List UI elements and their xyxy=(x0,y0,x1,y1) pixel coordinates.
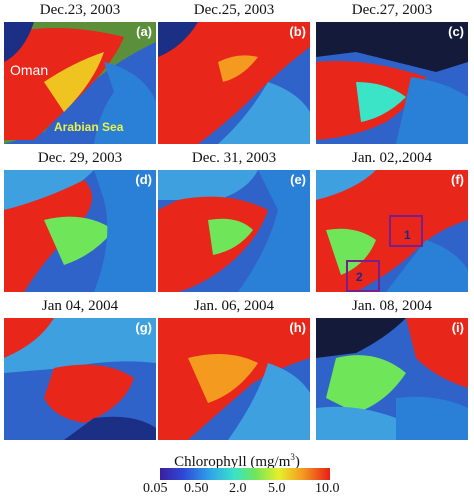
panel-letter: (b) xyxy=(289,24,306,39)
colorbar-title-text: Chlorophyll (mg/m xyxy=(174,454,291,470)
study-region-box-2 xyxy=(346,260,380,292)
panel-letter: (a) xyxy=(136,24,152,39)
chlorophyll-map xyxy=(316,170,468,292)
panel-title: Dec.25, 2003 xyxy=(193,2,275,18)
colorbar-tick: 0.05 xyxy=(143,481,168,496)
chlorophyll-map xyxy=(158,22,310,144)
satellite-image: (g) xyxy=(4,318,156,440)
colorbar-tick: 10.0 xyxy=(315,481,340,496)
panel-title: Dec.23, 2003 xyxy=(39,2,121,18)
chlorophyll-map xyxy=(158,170,310,292)
satellite-image: (e) xyxy=(158,170,310,292)
colorbar-tick: 2.0 xyxy=(229,481,247,496)
panel-letter: (e) xyxy=(290,172,306,187)
study-region-box-1 xyxy=(389,215,423,247)
colorbar-tick: 5.0 xyxy=(268,481,286,496)
chlorophyll-map xyxy=(158,318,310,440)
panel-letter: (i) xyxy=(451,320,464,335)
colorbar-tick: 0.50 xyxy=(184,481,209,496)
panel-letter: (d) xyxy=(135,172,152,187)
label-arabian-sea: Arabian Sea xyxy=(54,120,124,134)
colorbar-legend: Chlorophyll (mg/m3) 0.05 0.50 2.0 5.0 10… xyxy=(0,448,474,499)
satellite-image: (d) xyxy=(4,170,156,292)
box-1-label: 1 xyxy=(404,228,411,242)
colorbar-title-sup: 3 xyxy=(290,452,295,462)
panel-letter: (g) xyxy=(135,320,152,335)
satellite-image: (a) Oman Arabian Sea xyxy=(4,22,156,144)
box-2-label: 2 xyxy=(356,270,363,284)
colorbar-title-end: ) xyxy=(294,454,300,470)
panel-title: Dec. 31, 2003 xyxy=(191,150,277,166)
panel-letter: (f) xyxy=(451,172,464,187)
colorbar-gradient xyxy=(160,468,330,480)
chlorophyll-map xyxy=(4,22,156,144)
chlorophyll-map xyxy=(316,318,468,440)
panel-grid: Dec.23, 2003 (a) Oman Arabian Sea Dec.25… xyxy=(4,2,468,440)
satellite-image: (h) xyxy=(158,318,310,440)
colorbar-title: Chlorophyll (mg/m3) xyxy=(0,448,474,471)
panel-letter: (h) xyxy=(289,320,306,335)
panel-title: Dec.27, 2003 xyxy=(351,2,433,18)
panel-title: Jan. 02,.2004 xyxy=(352,150,432,166)
panel-title: Jan 04, 2004 xyxy=(41,298,119,314)
label-oman: Oman xyxy=(10,62,49,78)
chlorophyll-map xyxy=(4,318,156,440)
panel-title: Jan. 08, 2004 xyxy=(352,298,432,314)
panel-title: Jan. 06, 2004 xyxy=(194,298,274,314)
satellite-image: (c) xyxy=(316,22,468,144)
panel-title: Dec. 29, 2003 xyxy=(37,150,123,166)
satellite-image: (b) xyxy=(158,22,310,144)
satellite-image: (f) 1 2 xyxy=(316,170,468,292)
satellite-image: (i) xyxy=(316,318,468,440)
chlorophyll-map xyxy=(4,170,156,292)
chlorophyll-map xyxy=(316,22,468,144)
panel-letter: (c) xyxy=(448,24,464,39)
